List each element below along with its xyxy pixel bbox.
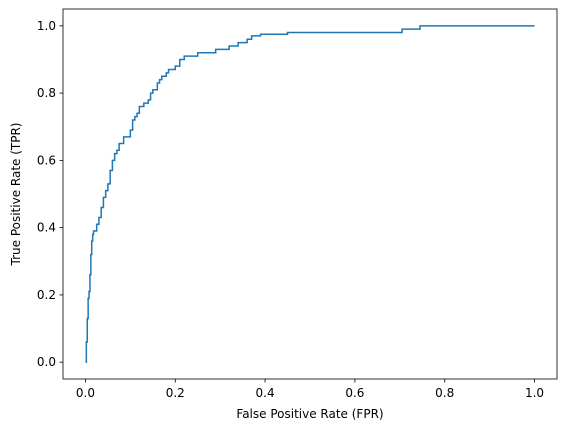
x-axis-ticks: 0.0 0.2 0.4 0.6 0.8 1.0: [76, 379, 544, 400]
x-tick-label: 0.2: [166, 386, 185, 400]
y-tick-label: 0.4: [37, 221, 56, 235]
series-layer: [85, 25, 535, 363]
x-tick-label: 1.0: [525, 386, 544, 400]
y-axis-ticks: 0.0 0.2 0.4 0.6 0.8 1.0: [37, 19, 63, 369]
y-tick-label: 0.8: [37, 86, 56, 100]
x-tick-label: 0.8: [435, 386, 454, 400]
x-axis-label: False Positive Rate (FPR): [236, 407, 383, 421]
y-tick-label: 1.0: [37, 19, 56, 33]
y-tick-label: 0.6: [37, 153, 56, 167]
y-axis-label: True Positive Rate (TPR): [9, 123, 23, 267]
roc-curve-line: [85, 25, 535, 363]
x-tick-label: 0.4: [256, 386, 275, 400]
y-tick-label: 0.0: [37, 355, 56, 369]
plot-area-frame: [62, 8, 558, 380]
y-tick-label: 0.2: [37, 288, 56, 302]
x-tick-label: 0.6: [345, 386, 364, 400]
x-tick-label: 0.0: [76, 386, 95, 400]
